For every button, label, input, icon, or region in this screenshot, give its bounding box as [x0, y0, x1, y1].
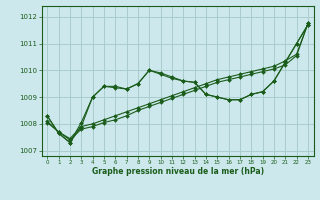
- X-axis label: Graphe pression niveau de la mer (hPa): Graphe pression niveau de la mer (hPa): [92, 167, 264, 176]
